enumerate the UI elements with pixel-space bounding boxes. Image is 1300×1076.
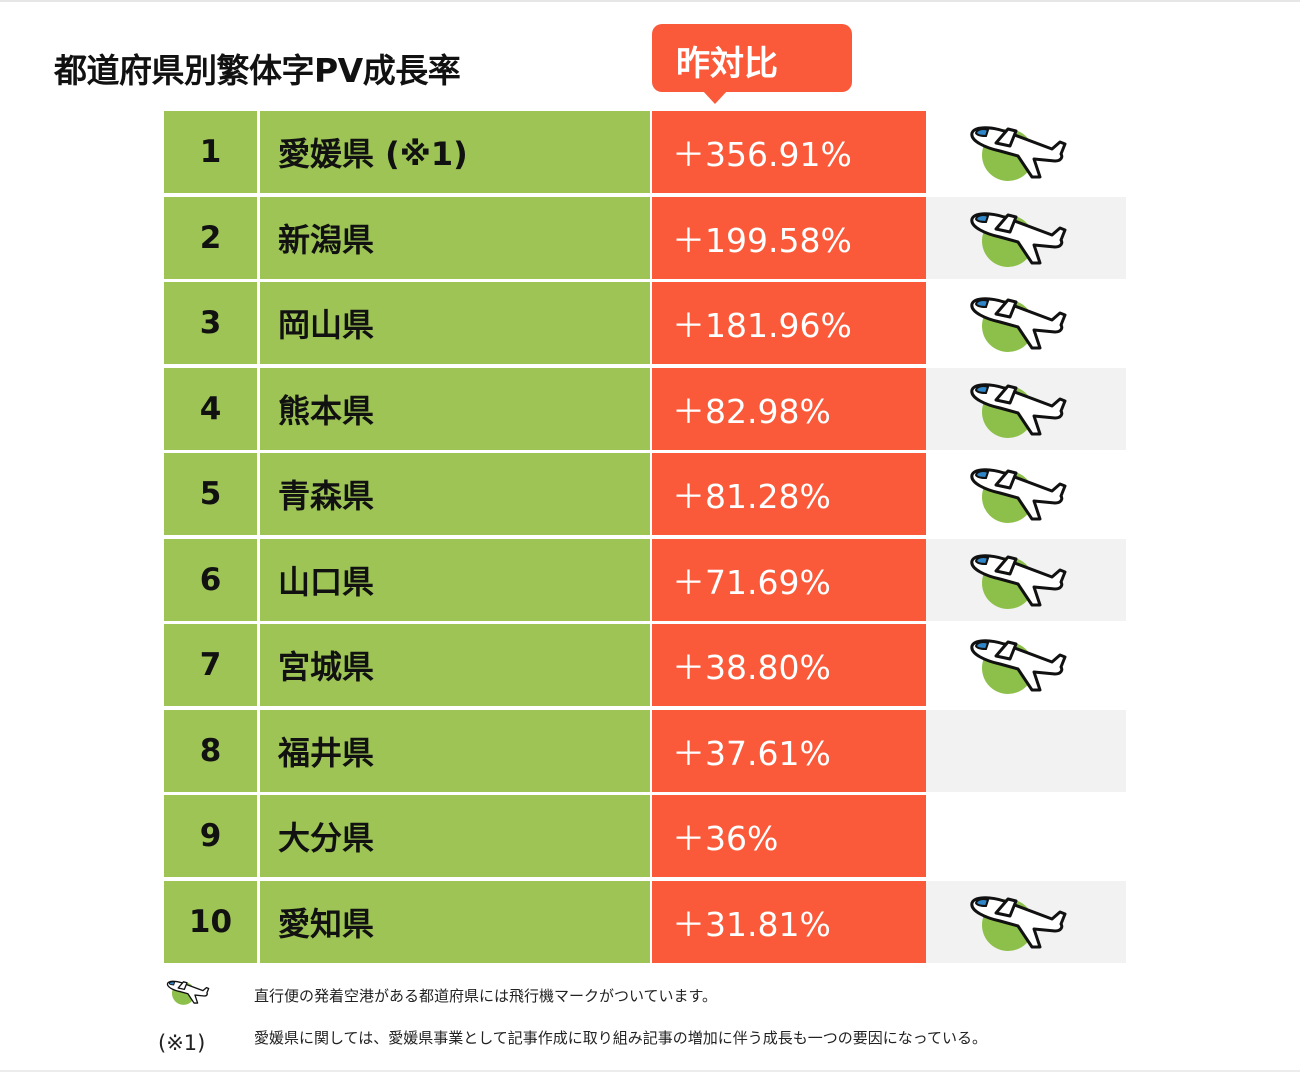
chart-title: 都道府県別繁体字PV成長率	[54, 51, 461, 90]
prefecture-cell: 新潟県	[260, 196, 650, 279]
growth-cell: ＋199.58%	[652, 196, 926, 279]
table-row: 8 福井県 ＋37.61%	[164, 708, 1126, 794]
footnote-label: (※1)	[158, 1031, 206, 1055]
rank-cell: 7	[164, 624, 257, 706]
rank-cell: 1	[164, 111, 257, 193]
footnote-text: 愛媛県に関しては、愛媛県事業として記事作成に取り組み記事の増加に伴う成長も一つの…	[254, 1029, 988, 1047]
airplane-icon	[970, 211, 1067, 267]
rank-cell: 5	[164, 453, 257, 535]
growth-cell: ＋38.80%	[652, 624, 926, 706]
table-row: 4 熊本県 ＋82.98%	[164, 366, 1126, 452]
prefecture-cell: 岡山県	[260, 282, 650, 364]
airplane-icon	[970, 126, 1067, 181]
growth-cell: ＋181.96%	[652, 282, 926, 364]
prefecture-cell: 愛知県	[260, 880, 650, 963]
airplane-icon	[970, 639, 1067, 694]
row-stripe	[926, 709, 1126, 792]
growth-column-label: 昨対比	[676, 44, 778, 84]
rank-cell: 9	[164, 795, 257, 877]
rank-cell: 10	[164, 880, 257, 963]
prefecture-cell: 愛媛県 (※1)	[260, 111, 650, 193]
table-row: 2 新潟県 ＋199.58%	[164, 195, 1126, 281]
table-row: 7 宮城県 ＋38.80%	[164, 622, 1126, 708]
prefecture-cell: 青森県	[260, 453, 650, 535]
table-row: 9 大分県 ＋36%	[164, 793, 1126, 879]
growth-cell: ＋82.98%	[652, 367, 926, 450]
airplane-icon	[970, 553, 1067, 609]
prefecture-cell: 福井県	[260, 709, 650, 792]
rank-cell: 3	[164, 282, 257, 364]
rank-cell: 4	[164, 367, 257, 450]
airplane-icon	[970, 382, 1067, 438]
growth-cell: ＋71.69%	[652, 538, 926, 621]
top-divider	[0, 0, 1300, 2]
rank-cell: 8	[164, 709, 257, 792]
prefecture-cell: 大分県	[260, 795, 650, 877]
bottom-divider	[0, 1070, 1300, 1072]
airplane-icon	[970, 468, 1067, 523]
table-row: 6 山口県 ＋71.69%	[164, 537, 1126, 623]
growth-cell: ＋356.91%	[652, 111, 926, 193]
prefecture-cell: 山口県	[260, 538, 650, 621]
growth-column-header: 昨対比	[652, 24, 852, 104]
rank-cell: 6	[164, 538, 257, 621]
table-row: 10 愛知県 ＋31.81%	[164, 879, 1126, 965]
table-row: 5 青森県 ＋81.28%	[164, 451, 1126, 537]
table-row: 1 愛媛県 (※1) ＋356.91%	[164, 109, 1126, 195]
legend-airplane-icon	[166, 980, 210, 1005]
rank-cell: 2	[164, 196, 257, 279]
prefecture-cell: 宮城県	[260, 624, 650, 706]
plane-legend-note: 直行便の発着空港がある都道府県には飛行機マークがついています。	[254, 987, 718, 1005]
airplane-icon	[970, 895, 1067, 951]
growth-cell: ＋81.28%	[652, 453, 926, 535]
growth-cell: ＋36%	[652, 795, 926, 877]
growth-cell: ＋31.81%	[652, 880, 926, 963]
growth-cell: ＋37.61%	[652, 709, 926, 792]
prefecture-cell: 熊本県	[260, 367, 650, 450]
airplane-icon	[970, 297, 1067, 352]
table-row: 3 岡山県 ＋181.96%	[164, 280, 1126, 366]
